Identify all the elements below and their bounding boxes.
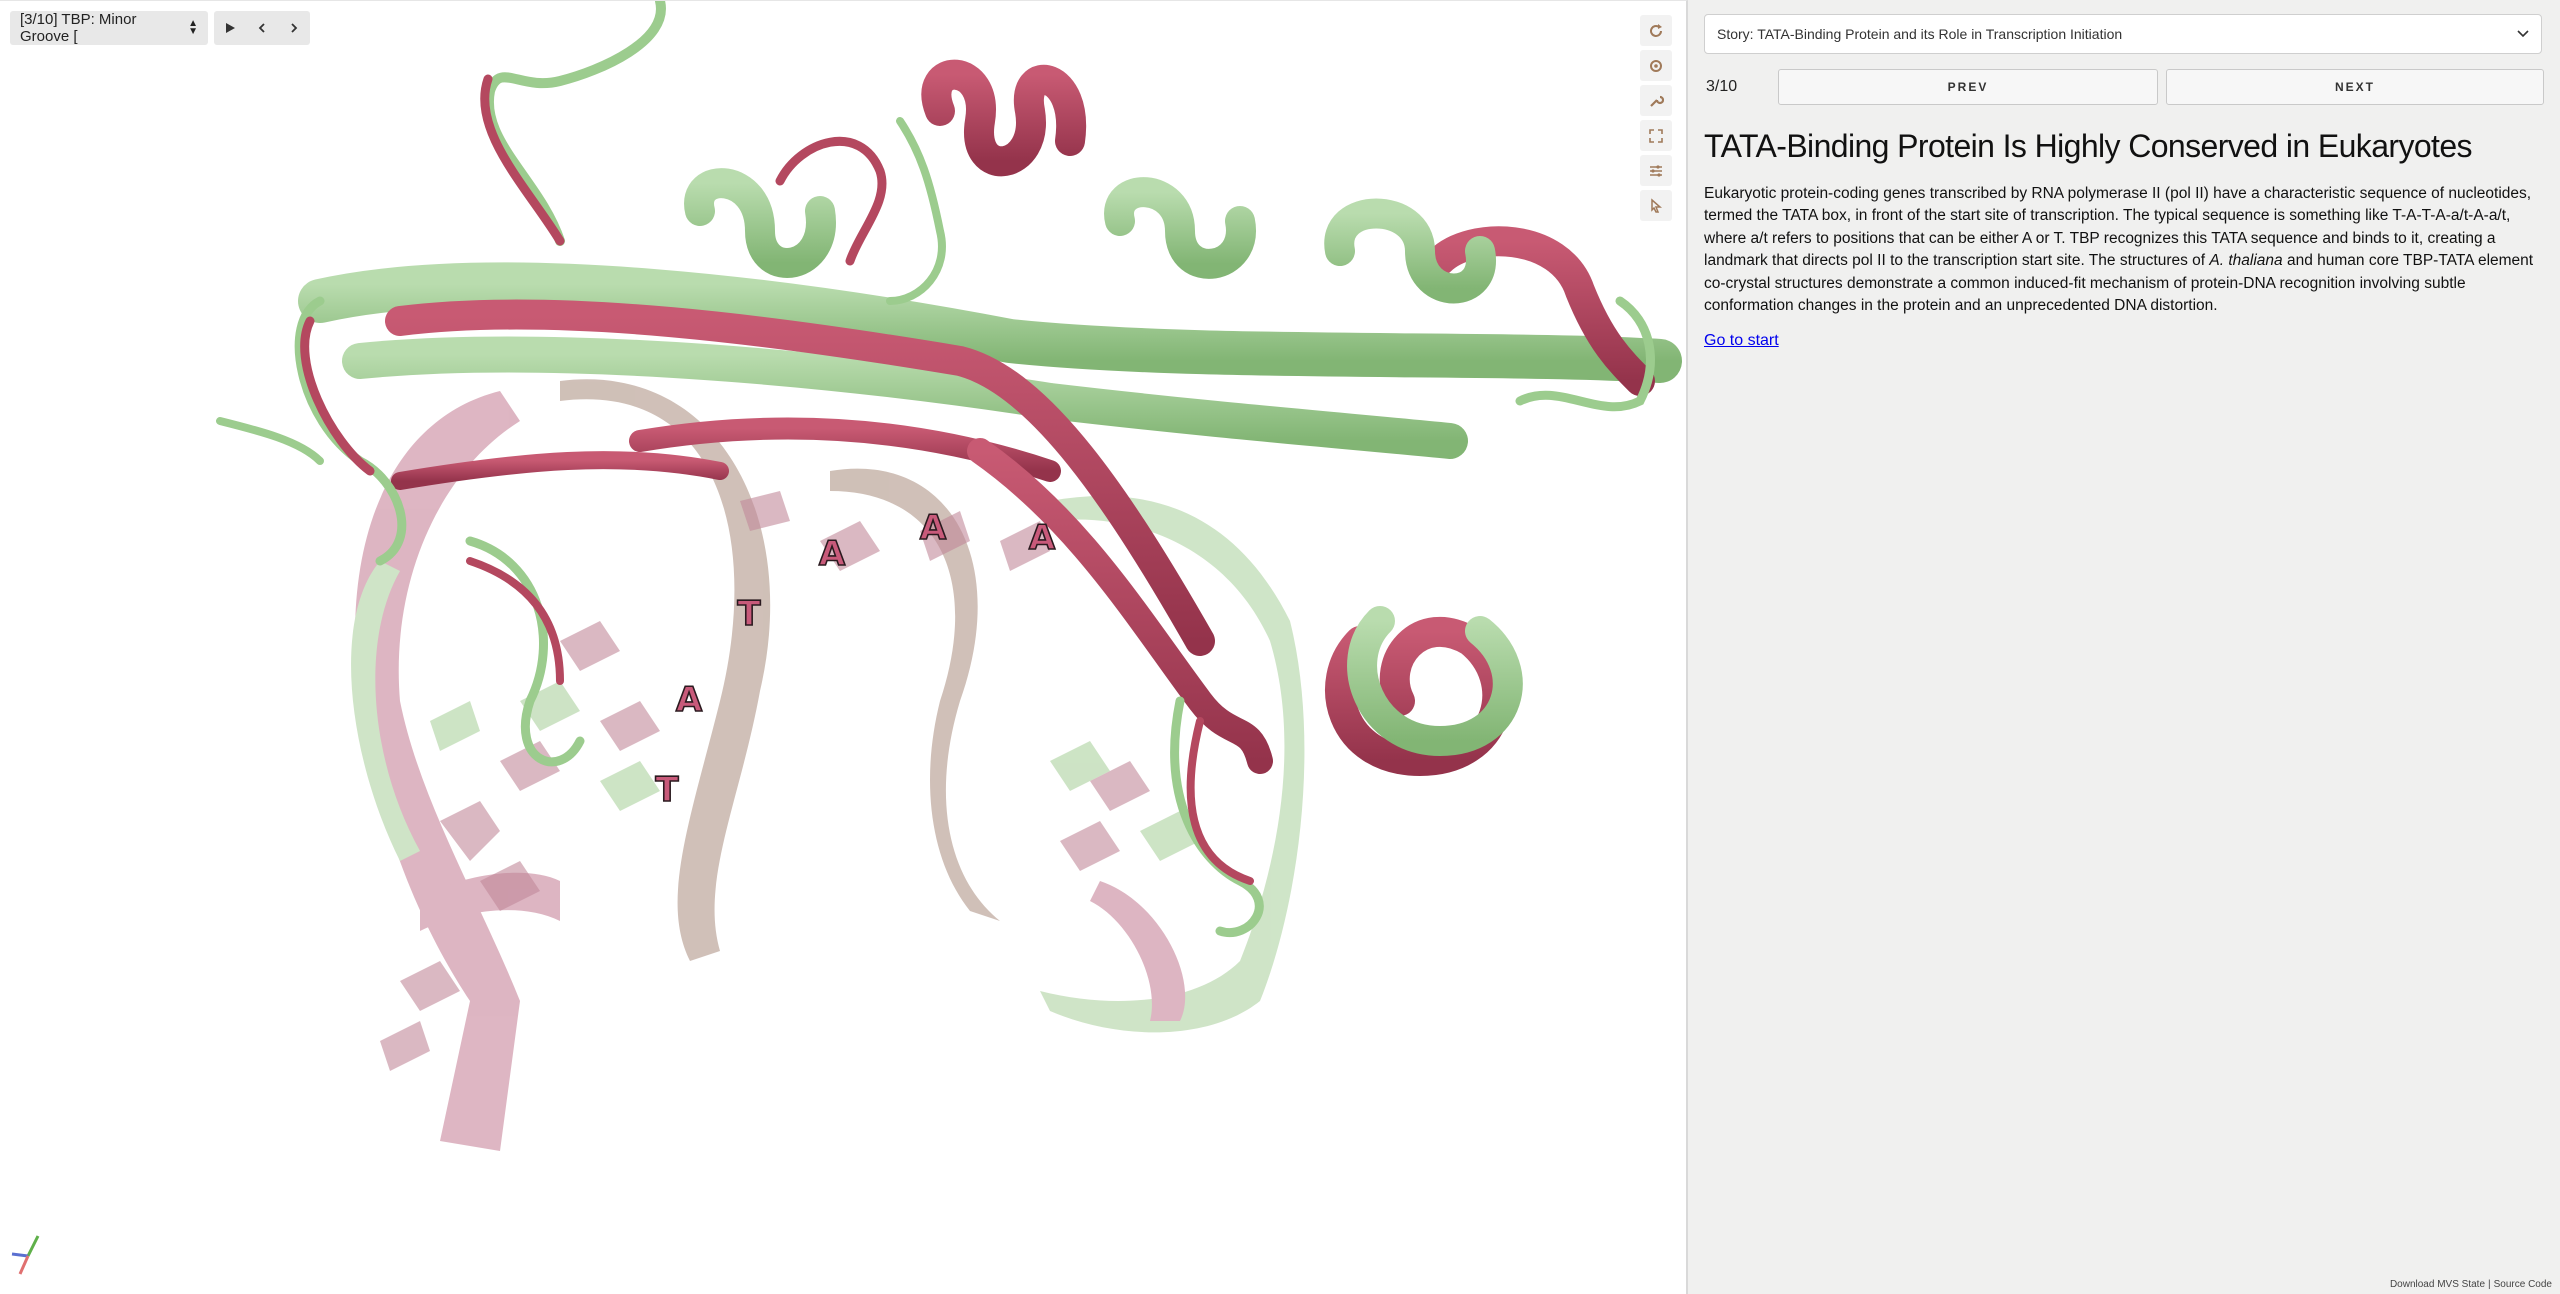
base-label: T (737, 594, 761, 634)
footer: Download MVS State | Source Code (2390, 1279, 2552, 1290)
play-icon (226, 23, 235, 33)
base-label: A (819, 534, 846, 574)
axes-icon (11, 1235, 40, 1275)
source-code-link[interactable]: Source Code (2493, 1279, 2552, 1290)
focus-button[interactable] (1640, 50, 1672, 81)
base-label: A (1029, 518, 1056, 558)
snapshot-counter: 3/10 (1706, 78, 1738, 95)
story-select[interactable]: Story: TATA-Binding Protein and its Role… (1704, 14, 2542, 54)
reset-view-button[interactable] (1640, 15, 1672, 46)
snapshot-select[interactable]: [3/10] TBP: Minor Groove [ ▲ ▼ (10, 11, 208, 45)
download-state-link[interactable]: Download MVS State (2389, 1279, 2486, 1290)
snapshot-title: TATA-Binding Protein Is Highly Conserved… (1704, 128, 2473, 164)
fullscreen-button[interactable] (1640, 120, 1672, 151)
dna-backbone (351, 379, 1305, 1151)
play-button[interactable] (214, 11, 246, 45)
pointer-icon (1651, 197, 1662, 213)
viewer-toolbar (1640, 15, 1672, 221)
next-button[interactable]: NEXT (2166, 69, 2544, 105)
snapshot-description: Eukaryotic protein-coding genes transcri… (1704, 183, 2544, 318)
base-label: A (920, 508, 947, 548)
sliders-icon (1650, 164, 1662, 177)
previous-snapshot-button[interactable] (246, 11, 278, 45)
base-label: A (676, 680, 703, 720)
story-panel: Story: TATA-Binding Protein and its Role… (1688, 0, 2560, 1294)
next-snapshot-button[interactable] (278, 11, 310, 45)
selection-mode-button[interactable] (1640, 190, 1672, 221)
controls-button[interactable] (1640, 155, 1672, 186)
snapshot-controls: [3/10] TBP: Minor Groove [ ▲ ▼ (10, 11, 310, 45)
wrench-icon (1650, 95, 1664, 107)
description-text: Eukaryotic protein-coding genes transcri… (1704, 184, 2532, 270)
updown-icon: ▲ ▼ (188, 18, 198, 37)
chevron-left-icon (258, 23, 265, 33)
target-icon (1650, 59, 1662, 72)
protein-ribbons (216, 1, 1682, 937)
expand-icon (1649, 128, 1663, 143)
story-select-value: Story: TATA-Binding Protein and its Role… (1717, 26, 2123, 42)
reset-view-icon (1650, 23, 1662, 37)
story-navigation: 3/10 PREV NEXT (1704, 68, 2544, 106)
chevron-right-icon (291, 23, 298, 33)
prev-button[interactable]: PREV (1778, 69, 2158, 105)
settings-tool-button[interactable] (1640, 85, 1672, 116)
footer-separator: | (2488, 1279, 2491, 1290)
base-labels: A T A A A T (655, 507, 1057, 811)
molecular-viewer[interactable]: A T A A A T [3/10] TBP: Minor Groove [ ▲… (0, 0, 1688, 1294)
snapshot-buttons (214, 11, 310, 45)
species-name: A. thaliana (2209, 252, 2283, 270)
go-to-start-link[interactable]: Go to start (1704, 331, 1779, 349)
chevron-down-icon (2517, 30, 2529, 38)
base-label: T (655, 770, 679, 810)
description-text-end: and human core TBP-TATA element co-cryst… (1704, 252, 2534, 315)
structure-canvas[interactable]: A T A A A T (0, 1, 1688, 1294)
snapshot-select-value: [3/10] TBP: Minor Groove [ (20, 11, 137, 45)
